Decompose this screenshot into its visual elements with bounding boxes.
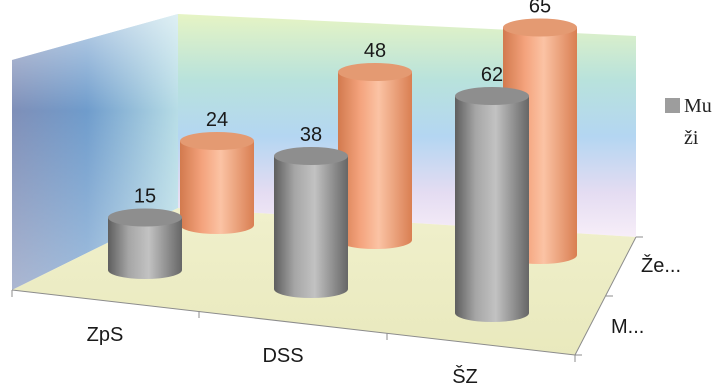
legend: Mu ži xyxy=(665,95,712,149)
data-label-muzi-1: 38 xyxy=(300,124,322,146)
depth-axis-line xyxy=(574,236,637,356)
bar-zeny-1: 48 xyxy=(338,40,412,249)
data-label-muzi-0: 15 xyxy=(134,186,156,208)
bar-zeny-0: 24 xyxy=(180,109,254,234)
bar-muzi-0: 15 xyxy=(108,186,182,279)
bar-top-zeny-2 xyxy=(503,18,577,37)
bar-body-muzi-0 xyxy=(108,217,182,279)
category-label-dss: DSS xyxy=(262,345,303,367)
bar-body-zeny-0 xyxy=(180,141,254,234)
data-label-zeny-1: 48 xyxy=(364,40,386,62)
bar-top-muzi-0 xyxy=(108,208,182,227)
x-axis-line xyxy=(11,289,576,356)
bar-body-zeny-1 xyxy=(338,72,412,249)
series-label-zeny: Že... xyxy=(641,254,681,277)
data-label-zeny-0: 24 xyxy=(206,109,228,131)
bar-body-muzi-1 xyxy=(274,156,348,298)
bar-muzi-1: 38 xyxy=(274,124,348,298)
data-label-muzi-2: 62 xyxy=(481,64,503,86)
legend-label-line1: Mu xyxy=(684,95,712,117)
data-label-zeny-2: 65 xyxy=(529,0,551,18)
bar-muzi-2: 62 xyxy=(455,64,529,322)
x-axis-ticks xyxy=(11,290,576,362)
category-label-zps: ZpS xyxy=(87,324,124,346)
legend-label-line2: ži xyxy=(684,127,699,149)
bar-top-muzi-2 xyxy=(455,87,529,105)
series-label-muzi: M... xyxy=(611,316,644,338)
bar-top-zeny-0 xyxy=(180,132,254,150)
bar-top-muzi-1 xyxy=(274,147,348,165)
legend-swatch-muzi xyxy=(665,98,680,113)
bar-top-zeny-1 xyxy=(338,63,412,81)
category-label-sz: ŠZ xyxy=(452,365,478,387)
bar-body-muzi-2 xyxy=(455,96,529,322)
depth-axis-ticks xyxy=(575,236,643,356)
chart-marks: 24 48 65 15 38 62 xyxy=(108,0,577,322)
